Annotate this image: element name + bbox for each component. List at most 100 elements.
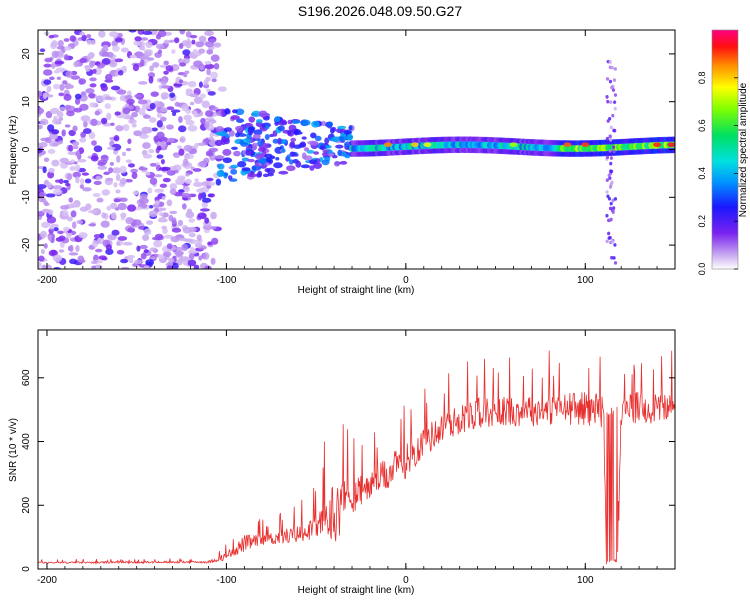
noise-cell xyxy=(76,220,84,225)
noise-cell xyxy=(182,158,189,166)
noise-cell xyxy=(51,40,58,48)
noise-cell xyxy=(111,212,117,220)
signal-cell xyxy=(237,161,247,168)
noise-cell xyxy=(38,90,43,98)
noise-cell xyxy=(66,173,72,181)
signal-cell xyxy=(325,145,332,149)
noise-cell xyxy=(92,240,99,248)
noise-cell xyxy=(204,265,212,269)
noise-cell xyxy=(114,111,121,116)
signal-cell xyxy=(324,137,330,145)
noise-cell xyxy=(171,217,177,225)
noise-cell xyxy=(122,107,131,115)
noise-cell xyxy=(154,200,160,206)
noise-cell xyxy=(166,243,173,250)
noise-cell xyxy=(188,252,195,260)
noise-cell xyxy=(114,58,124,63)
noise-cell xyxy=(149,247,158,252)
noise-cell xyxy=(97,165,108,170)
noise-cell xyxy=(158,167,168,171)
noise-cell xyxy=(38,184,47,190)
signal-cell xyxy=(301,136,307,140)
noise-cell xyxy=(168,39,175,43)
noise-cell xyxy=(58,117,64,121)
noise-cell xyxy=(197,212,207,219)
noise-cell xyxy=(191,39,196,45)
signal-cell xyxy=(258,110,268,118)
noise-cell xyxy=(178,116,183,123)
x-tick-label: 0 xyxy=(403,275,409,286)
noise-cell xyxy=(210,226,217,230)
noise-cell xyxy=(74,164,81,172)
noise-cell xyxy=(45,193,56,198)
noise-cell xyxy=(197,192,203,201)
noise-cell xyxy=(116,114,126,119)
noise-cell xyxy=(66,216,73,222)
noise-cell xyxy=(89,60,95,68)
spike-cell xyxy=(605,95,609,99)
signal-cell xyxy=(225,133,230,139)
signal-cell xyxy=(247,173,258,178)
noise-cell xyxy=(128,118,137,125)
signal-cell xyxy=(254,153,264,160)
noise-cell xyxy=(63,226,70,232)
spike-cell xyxy=(605,213,609,218)
snr-series-line xyxy=(38,350,675,565)
signal-cell xyxy=(321,159,330,166)
spike-cell xyxy=(605,190,609,194)
signal-cell xyxy=(262,173,269,178)
noise-cell xyxy=(127,163,136,168)
noise-cell xyxy=(110,85,121,91)
noise-cell xyxy=(105,177,114,182)
carrier-peak xyxy=(563,142,572,148)
noise-cell xyxy=(106,205,112,211)
noise-cell xyxy=(134,94,143,98)
noise-cell xyxy=(198,255,203,261)
noise-cell xyxy=(196,234,202,242)
signal-cell xyxy=(227,175,233,180)
signal-cell xyxy=(222,148,232,156)
noise-cell xyxy=(41,266,48,269)
signal-cell xyxy=(215,178,222,186)
noise-cell xyxy=(160,78,168,86)
noise-cell xyxy=(131,171,138,180)
noise-cell xyxy=(69,166,76,172)
noise-cell xyxy=(138,55,149,60)
signal-cell xyxy=(309,160,316,165)
signal-cell xyxy=(235,108,245,116)
spike-cell xyxy=(608,79,613,84)
signal-cell xyxy=(241,167,251,172)
noise-cell xyxy=(210,211,217,220)
spike-cell xyxy=(609,100,613,104)
noise-cell xyxy=(158,102,165,108)
signal-cell xyxy=(346,133,354,141)
spike-cell xyxy=(608,134,612,138)
spike-cell xyxy=(610,255,614,260)
noise-cell xyxy=(43,157,50,162)
noise-cell xyxy=(119,177,127,185)
signal-cell xyxy=(275,156,280,161)
noise-cell xyxy=(149,205,154,209)
noise-cell xyxy=(194,242,203,249)
noise-cell xyxy=(140,37,149,41)
signal-cell xyxy=(215,131,226,136)
noise-cell xyxy=(38,124,43,130)
signal-cell xyxy=(228,130,235,137)
spike-cell xyxy=(610,85,614,90)
signal-cell xyxy=(252,133,261,140)
noise-cell xyxy=(42,92,48,99)
signal-cell xyxy=(288,124,297,132)
noise-cell xyxy=(116,241,121,246)
noise-cell xyxy=(104,73,113,82)
noise-cell xyxy=(179,30,186,35)
noise-cell xyxy=(163,39,170,45)
noise-cell xyxy=(146,220,154,225)
noise-cell xyxy=(90,39,96,45)
noise-cell xyxy=(185,173,190,177)
signal-cell xyxy=(335,144,344,149)
noise-cell xyxy=(51,142,59,147)
noise-cell xyxy=(119,197,128,202)
noise-cell xyxy=(57,230,64,235)
noise-cell xyxy=(42,69,53,76)
